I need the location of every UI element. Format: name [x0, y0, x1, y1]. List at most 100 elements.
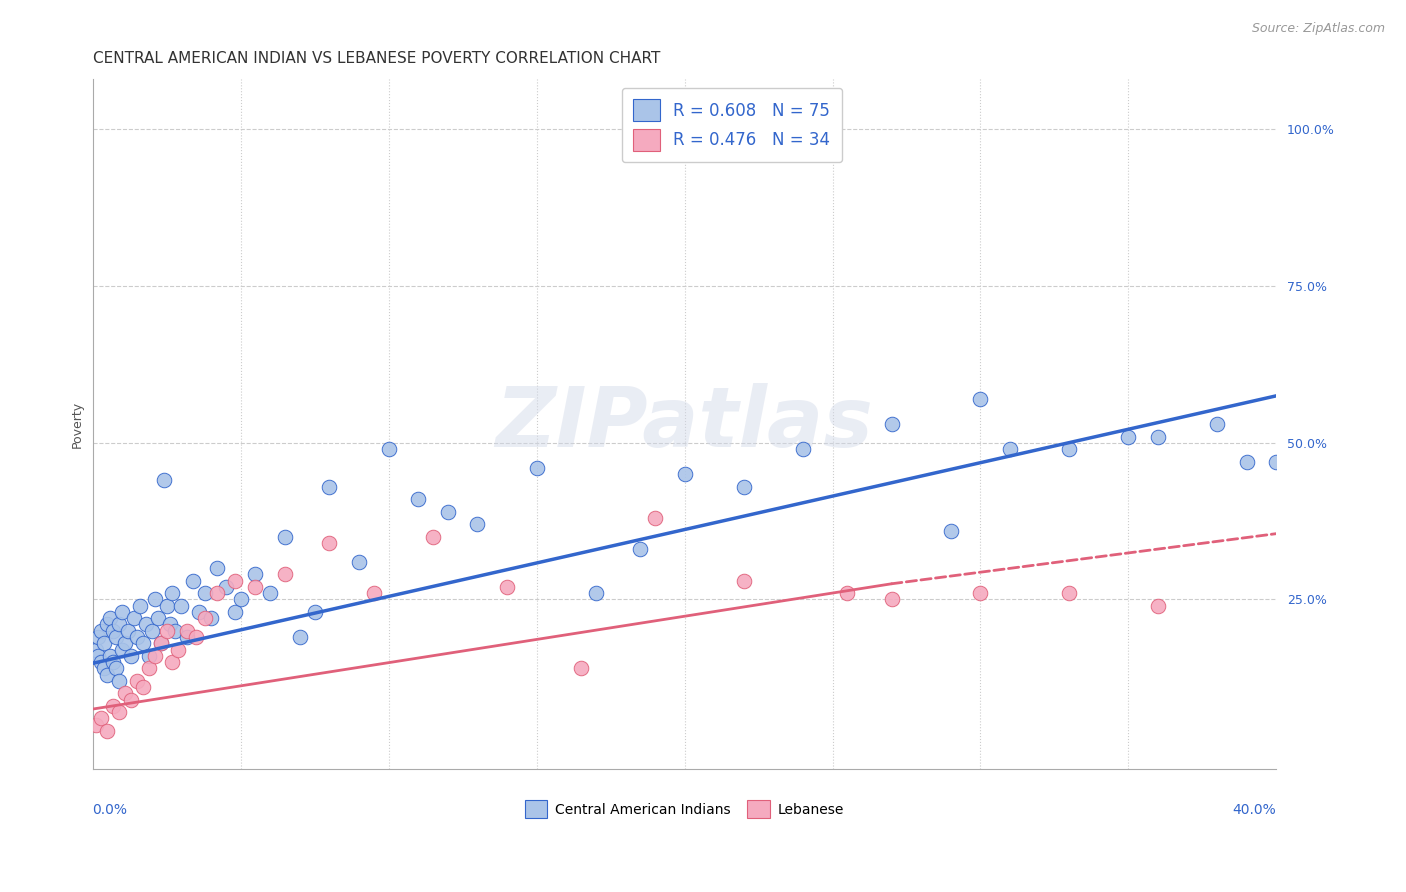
Point	[422, 530, 444, 544]
Point	[90, 655, 112, 669]
Point	[114, 636, 136, 650]
Point	[167, 642, 190, 657]
Point	[122, 611, 145, 625]
Text: 0.0%: 0.0%	[93, 803, 128, 817]
Point	[347, 555, 370, 569]
Point	[1147, 429, 1170, 443]
Point	[436, 505, 458, 519]
Point	[406, 492, 429, 507]
Point	[96, 724, 118, 739]
Point	[103, 655, 125, 669]
Point	[998, 442, 1021, 456]
Point	[880, 417, 903, 431]
Point	[162, 586, 184, 600]
Point	[152, 474, 174, 488]
Point	[496, 580, 519, 594]
Point	[229, 592, 252, 607]
Point	[318, 480, 340, 494]
Point	[125, 630, 148, 644]
Point	[628, 542, 651, 557]
Point	[108, 705, 131, 719]
Point	[114, 686, 136, 700]
Point	[245, 567, 267, 582]
Point	[149, 636, 172, 650]
Point	[969, 586, 991, 600]
Point	[304, 605, 326, 619]
Point	[87, 648, 110, 663]
Point	[186, 630, 208, 644]
Point	[132, 680, 155, 694]
Point	[105, 661, 128, 675]
Point	[176, 624, 198, 638]
Point	[105, 630, 128, 644]
Point	[1059, 586, 1081, 600]
Point	[135, 617, 157, 632]
Point	[215, 580, 238, 594]
Point	[224, 605, 246, 619]
Point	[363, 586, 385, 600]
Point	[939, 524, 962, 538]
Point	[120, 648, 142, 663]
Point	[155, 624, 177, 638]
Point	[138, 648, 160, 663]
Point	[90, 624, 112, 638]
Point	[274, 530, 297, 544]
Point	[117, 624, 139, 638]
Point	[162, 655, 184, 669]
Point	[194, 586, 217, 600]
Point	[1147, 599, 1170, 613]
Point	[93, 661, 115, 675]
Point	[120, 692, 142, 706]
Point	[90, 711, 112, 725]
Point	[132, 636, 155, 650]
Point	[111, 605, 134, 619]
Legend: Central American Indians, Lebanese: Central American Indians, Lebanese	[519, 795, 851, 823]
Point	[377, 442, 399, 456]
Point	[526, 460, 548, 475]
Text: Source: ZipAtlas.com: Source: ZipAtlas.com	[1251, 22, 1385, 36]
Point	[733, 574, 755, 588]
Point	[93, 636, 115, 650]
Point	[125, 673, 148, 688]
Point	[96, 617, 118, 632]
Point	[149, 636, 172, 650]
Point	[200, 611, 222, 625]
Point	[188, 605, 211, 619]
Point	[969, 392, 991, 406]
Point	[1236, 454, 1258, 468]
Point	[84, 642, 107, 657]
Point	[259, 586, 281, 600]
Point	[585, 586, 607, 600]
Point	[143, 592, 166, 607]
Point	[673, 467, 696, 482]
Point	[103, 624, 125, 638]
Point	[288, 630, 311, 644]
Point	[733, 480, 755, 494]
Point	[205, 561, 228, 575]
Point	[274, 567, 297, 582]
Point	[159, 617, 181, 632]
Point	[569, 661, 592, 675]
Point	[318, 536, 340, 550]
Point	[87, 630, 110, 644]
Point	[111, 642, 134, 657]
Point	[880, 592, 903, 607]
Point	[245, 580, 267, 594]
Point	[143, 648, 166, 663]
Point	[1059, 442, 1081, 456]
Point	[467, 517, 489, 532]
Point	[194, 611, 217, 625]
Point	[176, 630, 198, 644]
Point	[181, 574, 204, 588]
Point	[84, 717, 107, 731]
Point	[98, 648, 121, 663]
Point	[170, 599, 193, 613]
Text: 40.0%: 40.0%	[1233, 803, 1277, 817]
Point	[1265, 454, 1288, 468]
Point	[138, 661, 160, 675]
Text: CENTRAL AMERICAN INDIAN VS LEBANESE POVERTY CORRELATION CHART: CENTRAL AMERICAN INDIAN VS LEBANESE POVE…	[93, 51, 659, 66]
Text: ZIPatlas: ZIPatlas	[495, 384, 873, 465]
Point	[108, 617, 131, 632]
Point	[103, 698, 125, 713]
Y-axis label: Poverty: Poverty	[72, 401, 84, 448]
